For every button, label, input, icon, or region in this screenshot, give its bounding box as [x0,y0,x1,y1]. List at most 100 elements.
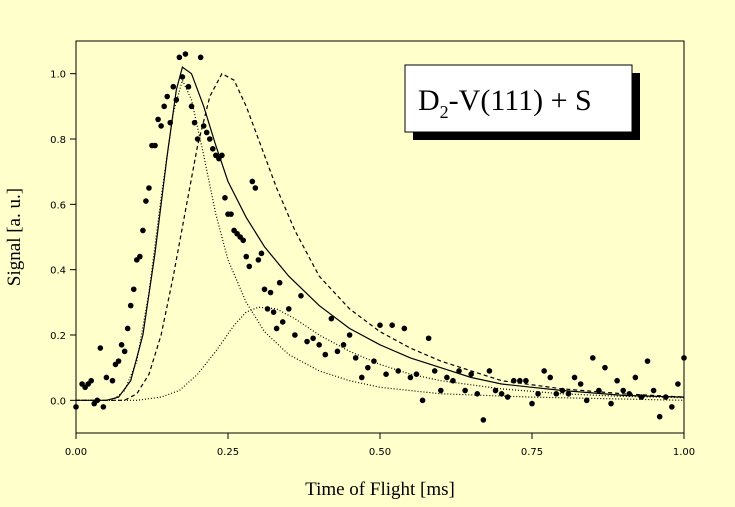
y-tick-label: 0.8 [50,135,66,146]
data-point [401,325,408,332]
data-point [161,103,167,110]
data-point [523,377,529,384]
data-point [115,358,122,364]
data-point [279,319,286,325]
data-point [109,377,116,384]
y-tick-label: 0.4 [50,266,66,277]
data-point [456,368,462,374]
data-point [197,54,204,61]
data-point [188,103,195,110]
data-point [121,348,128,355]
data-point [137,253,143,260]
data-point [273,325,280,332]
data-point [614,377,620,384]
data-point [252,185,259,191]
data-point [577,381,584,387]
data-point [602,364,608,371]
data-point [498,391,505,397]
data-point [352,355,359,361]
data-point [438,387,444,394]
data-point [346,332,353,338]
data-point [644,358,651,364]
data-point [669,404,675,410]
data-point [194,136,201,142]
data-point [206,136,213,142]
x-tick-label: 1.00 [673,447,695,458]
data-point [316,342,323,348]
fit-line [76,66,685,401]
data-point [298,293,304,299]
data-point [565,391,572,397]
data-point [73,404,79,410]
data-point [130,286,137,293]
y-axis-label: Signal [a. u.] [4,188,25,286]
annotation-main: D [418,84,440,117]
data-point [143,198,149,204]
data-point [176,54,183,61]
data-point [185,83,192,90]
data-point [203,129,210,136]
annotation-rest: -V(111) + S [449,84,592,117]
data-point [486,368,493,374]
y-tick-label: 0.0 [50,396,66,407]
data-point [529,400,535,407]
y-tick-label: 1.0 [50,70,66,81]
data-point [158,123,164,129]
data-point [480,417,487,423]
x-tick-label: 0.25 [217,447,239,458]
data-point [583,397,590,404]
annotation: D2-V(111) + S [418,84,592,122]
data-point [240,237,246,244]
data-point [322,351,329,358]
data-point [407,374,414,381]
data-point [228,211,234,217]
x-tick-label: 0.50 [369,447,391,458]
data-point [286,306,292,312]
data-point [431,368,438,374]
x-tick-label: 0.75 [521,447,543,458]
data-point [596,387,602,394]
data-point [140,227,146,234]
data-point [340,342,347,348]
data-point [304,338,310,345]
data-point [222,195,228,201]
data-point [146,185,152,191]
data-point [517,377,523,384]
data-point [547,374,554,381]
fit-line [76,78,685,401]
data-point [358,374,365,381]
y-tick-label: 0.6 [50,200,66,211]
data-point [210,146,216,152]
data-point [425,335,432,342]
data-point [164,93,170,100]
data-point [97,345,104,351]
data-point [492,387,499,394]
data-point [255,257,262,263]
data-point [650,387,657,394]
data-point [608,400,614,407]
data-point [127,302,134,309]
fit-line [76,72,685,401]
x-tick-label: 0.00 [65,447,87,458]
data-point [264,306,271,312]
data-point [243,253,250,260]
data-point [365,364,371,371]
data-point [103,374,110,381]
data-point [249,178,256,185]
data-point [681,355,687,361]
data-point [389,322,395,329]
data-point [155,116,161,123]
data-point [328,315,335,322]
data-point [468,371,475,378]
data-point [88,377,94,384]
data-point [632,374,639,381]
data-point [553,391,560,397]
data-point [191,119,198,126]
data-point [267,289,274,296]
data-point [261,286,268,293]
data-point [334,348,341,355]
data-point [179,74,186,80]
data-point [258,250,265,257]
